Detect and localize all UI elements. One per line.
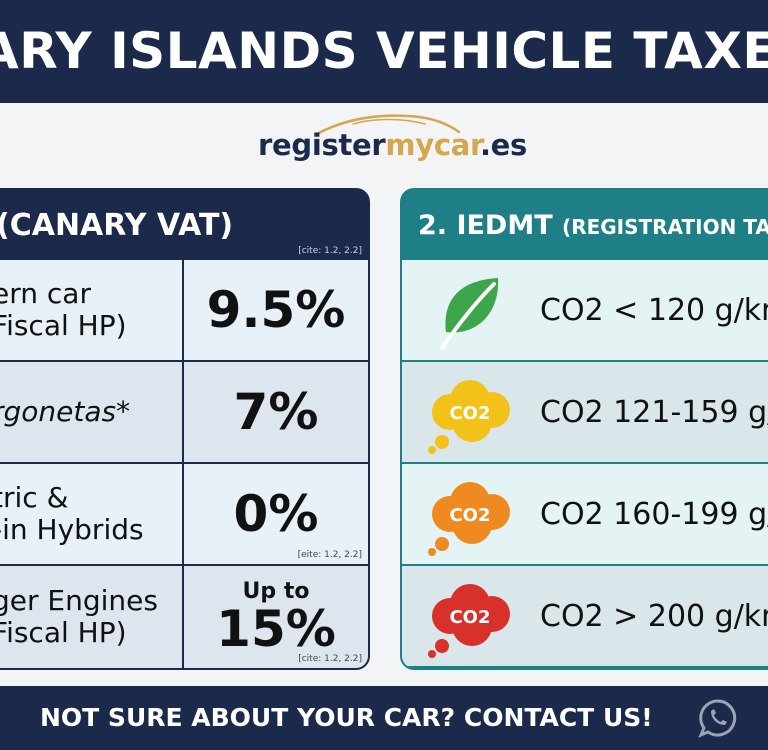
tax-rate: 7% <box>233 383 319 441</box>
footer-banner: NOT SURE ABOUT YOUR CAR? CONTACT US! <box>0 686 768 750</box>
row-label: tric &-in Hybrids <box>0 480 144 546</box>
svg-text:CO2: CO2 <box>449 607 490 628</box>
igic-panel: (CANARY VAT) [cite: 1.2, 2.2] ern car Fis… <box>0 188 370 670</box>
top-banner: ARY ISLANDS VEHICLE TAXES - QU <box>0 0 768 103</box>
contact-cta[interactable]: NOT SURE ABOUT YOUR CAR? CONTACT US! <box>40 703 653 732</box>
leaf-icon <box>440 278 499 350</box>
row-label: rgonetas* <box>0 394 131 428</box>
igic-panel-header: (CANARY VAT) [cite: 1.2, 2.2] <box>0 190 368 260</box>
table-row: rgonetas* 7% <box>0 362 368 464</box>
co2-range: CO2 160-199 g/k <box>540 496 768 532</box>
tax-rate: 0% <box>233 485 319 543</box>
co2-cloud-icon: CO2 <box>428 584 510 658</box>
citation: [cite: 1.2, 2.2] <box>298 654 362 664</box>
car-swoosh-icon <box>315 114 461 136</box>
logo-text: registermycar.es <box>258 128 527 162</box>
brand-logo[interactable]: registermycar.es <box>258 108 527 168</box>
co2-range: CO2 > 200 g/km <box>540 598 768 634</box>
row-label: ger Engines Fiscal HP) <box>0 583 158 649</box>
table-row: CO2 < 120 g/km <box>402 260 768 362</box>
table-row: ern car Fiscal HP) 9.5% <box>0 260 368 362</box>
tax-rate: 9.5% <box>206 281 346 339</box>
whatsapp-icon[interactable] <box>697 697 739 739</box>
citation: [eite: 1.2, 2.2] <box>297 550 362 560</box>
svg-text:CO2: CO2 <box>449 403 490 424</box>
citation: [cite: 1.2, 2.2] <box>298 246 362 256</box>
iedmt-heading: 2. IEDMT (REGISTRATION TA <box>418 210 768 241</box>
table-row: tric &-in Hybrids 0% [eite: 1.2, 2.2] <box>0 464 368 566</box>
page-title: ARY ISLANDS VEHICLE TAXES - QU <box>0 22 768 80</box>
co2-cloud-icon: CO2 <box>428 380 510 454</box>
table-row: CO2 CO2 > 200 g/km <box>402 566 768 668</box>
co2-cloud-icon: CO2 <box>428 482 510 556</box>
table-row: CO2 CO2 160-199 g/k <box>402 464 768 566</box>
tax-rate: Up to 15% <box>216 579 336 658</box>
svg-text:CO2: CO2 <box>449 505 490 526</box>
co2-range: CO2 < 120 g/km <box>540 292 768 328</box>
co2-range: CO2 121-159 g/k <box>540 394 768 430</box>
iedmt-panel-header: 2. IEDMT (REGISTRATION TA <box>402 190 768 260</box>
iedmt-panel: 2. IEDMT (REGISTRATION TA CO2 < 120 g/km… <box>400 188 768 670</box>
table-row: ger Engines Fiscal HP) Up to 15% [cite: 1.… <box>0 566 368 668</box>
table-row: CO2 CO2 121-159 g/k <box>402 362 768 464</box>
row-label: ern car Fiscal HP) <box>0 276 127 342</box>
igic-heading: (CANARY VAT) <box>0 208 234 243</box>
